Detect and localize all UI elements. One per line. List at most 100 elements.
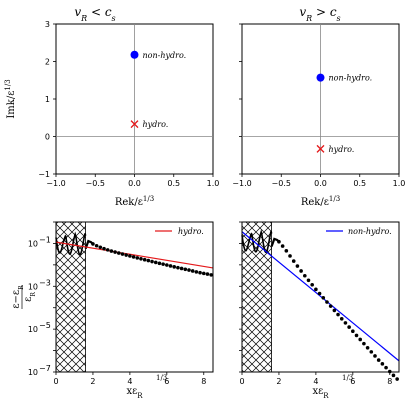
xtick-label: 0.5: [353, 179, 366, 188]
data-point: [194, 270, 199, 274]
data-point: [187, 268, 191, 272]
xtick-label: −0.5: [272, 179, 291, 188]
data-point: [354, 333, 359, 338]
data-point: [161, 262, 165, 266]
data-point: [325, 300, 329, 304]
point-nonhydro-marker: [316, 73, 325, 82]
data-point: [198, 270, 202, 275]
data-point: [146, 258, 151, 263]
xtick-label: 0.5: [167, 179, 180, 188]
panel4-xlabel-exponent: 1/3: [342, 374, 353, 382]
data-point: [310, 282, 314, 287]
ytick-exponent: −1: [39, 235, 51, 244]
data-point: [209, 273, 213, 277]
data-point: [365, 345, 370, 350]
svg-text:ε−εR: ε−εR: [11, 285, 25, 309]
xtick-label: 0.0: [314, 179, 327, 188]
data-point: [391, 373, 396, 378]
point-annotation: non-hydro.: [329, 74, 373, 83]
panel4-xlabel: xεR: [312, 386, 329, 400]
data-point: [288, 254, 292, 258]
data-point: [369, 350, 374, 354]
data-point: [179, 266, 184, 271]
point-hydro-marker: [316, 144, 325, 153]
data-point: [157, 261, 162, 266]
ytick-label: 10: [28, 368, 38, 377]
ytick-exponent: −5: [39, 321, 51, 330]
svg-text:εR: εR: [23, 292, 37, 302]
data-point: [201, 271, 206, 276]
ytick-label: 0: [45, 133, 50, 142]
data-point: [277, 239, 281, 244]
data-point: [153, 260, 158, 265]
data-point: [395, 377, 399, 381]
panel1-ylabel: Imk/ε1/3: [4, 79, 17, 118]
data-point: [105, 248, 110, 252]
data-point: [142, 257, 147, 262]
data-point: [314, 287, 318, 292]
data-point: [183, 267, 188, 272]
panel1-xlabel: Rek/ε1/3: [115, 195, 154, 208]
xtick-label: 6: [164, 377, 169, 386]
xtick-label: −0.5: [86, 179, 105, 188]
ytick-label: 10: [28, 239, 38, 248]
ytick-label: 1: [45, 95, 50, 104]
data-point: [351, 329, 355, 334]
data-point: [317, 291, 322, 296]
data-point: [384, 365, 388, 370]
data-point: [150, 259, 154, 264]
data-point: [362, 341, 366, 346]
data-point: [168, 264, 173, 268]
panel-top-right: vR > cs −1.0 −0.5 0.0 0.5 1.0 non-hydro. hydr…: [232, 5, 405, 208]
ytick-label: 3: [45, 20, 50, 29]
data-point: [299, 269, 303, 273]
data-point: [376, 358, 381, 362]
panel2-title: vR > cs: [299, 5, 340, 23]
data-point: [172, 265, 177, 269]
xtick-label: 6: [350, 377, 355, 386]
data-point: [336, 312, 340, 317]
panel-bottom-left: 0 2 4 6 810−710−510−310−1 hydro. xεR 1/3 ε−ε…: [11, 221, 214, 400]
data-point: [280, 244, 285, 248]
xtick-label: 0: [239, 377, 244, 386]
data-point: [343, 321, 348, 325]
ytick-exponent: −3: [39, 278, 51, 287]
panel4-legend-label: non-hydro.: [348, 227, 392, 236]
data-point: [94, 243, 99, 248]
panel-bottom-right: 0 2 4 6 8 non-hydro. xεR 1/3: [239, 221, 400, 400]
data-point: [291, 259, 296, 263]
xtick-label: 1.0: [207, 179, 220, 188]
panel4-legend: non-hydro.: [323, 224, 397, 238]
data-point: [120, 252, 125, 256]
data-point: [339, 316, 344, 321]
xtick-label: 0.0: [128, 179, 141, 188]
data-point: [91, 242, 95, 246]
panel4-frame: [241, 221, 400, 373]
point-nonhydro-marker: [130, 50, 139, 59]
xtick-label: 1.0: [393, 179, 406, 188]
xtick-label: 0: [53, 377, 58, 386]
panel1-title: vR < cs: [74, 5, 115, 23]
data-point: [303, 273, 307, 278]
ytick-label: 2: [45, 58, 50, 67]
point-annotation: hydro.: [329, 145, 355, 154]
data-point: [165, 263, 169, 267]
xtick-label: 8: [387, 377, 392, 386]
data-point: [284, 249, 289, 253]
data-point: [306, 278, 311, 283]
data-point: [109, 249, 114, 253]
xtick-label: 8: [201, 377, 206, 386]
panel2-xlabel: Rek/ε1/3: [301, 195, 340, 208]
point-annotation: non-hydro.: [143, 51, 187, 60]
hatched-region: [55, 221, 86, 373]
ytick-label: 10: [28, 282, 38, 291]
data-point: [190, 269, 195, 273]
data-point: [295, 264, 300, 268]
panel3-legend-label: hydro.: [178, 227, 204, 236]
near-field-curve: [55, 231, 87, 256]
xtick-label: −1.0: [46, 179, 65, 188]
data-point: [347, 325, 351, 329]
panel3-xlabel: xεR: [126, 386, 143, 400]
panel3-xlabel-exponent: 1/3: [156, 374, 167, 382]
